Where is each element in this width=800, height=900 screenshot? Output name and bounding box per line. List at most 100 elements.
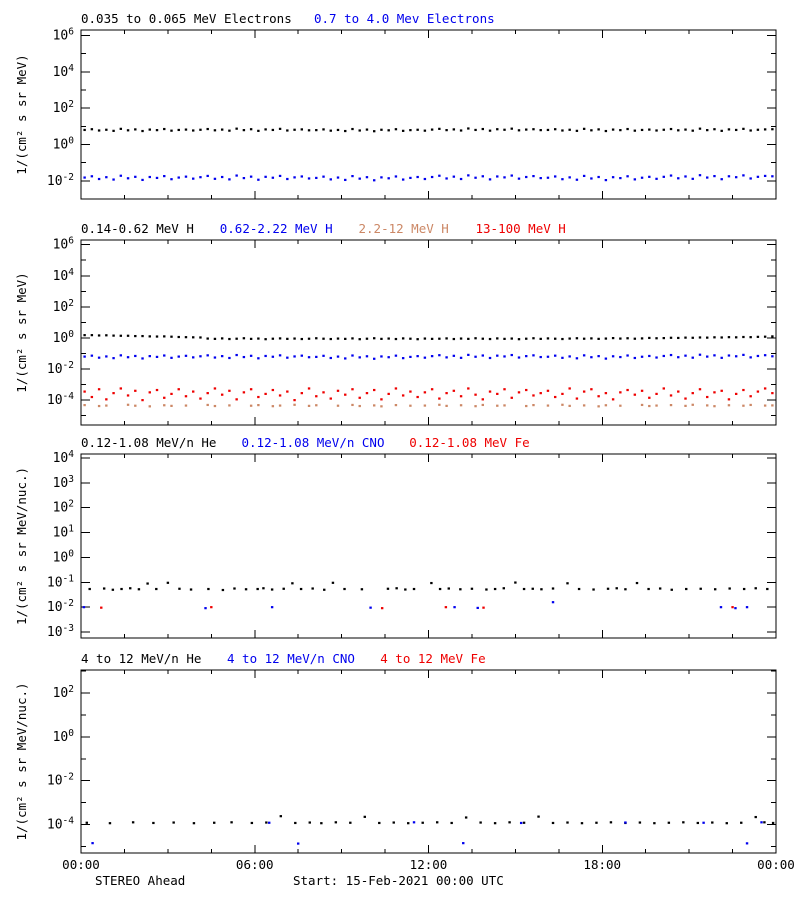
data-point: [286, 129, 289, 132]
data-point: [112, 178, 115, 181]
data-point: [387, 129, 390, 132]
data-point: [97, 356, 101, 359]
x-tick-label: 12:00: [410, 857, 448, 872]
data-point: [749, 403, 752, 407]
data-point: [452, 175, 456, 178]
data-point: [387, 356, 390, 359]
data-point: [684, 128, 687, 131]
data-point: [749, 395, 752, 398]
data-point: [278, 394, 282, 397]
data-point: [653, 822, 656, 825]
data-point: [192, 129, 195, 132]
data-point: [503, 404, 506, 407]
data-point: [394, 337, 398, 341]
data-point: [416, 338, 419, 341]
data-point: [445, 356, 448, 359]
data-point: [684, 175, 687, 178]
data-point: [416, 175, 419, 179]
data-point: [256, 587, 259, 591]
data-point: [315, 404, 318, 407]
data-point: [233, 587, 236, 590]
data-point: [566, 582, 569, 585]
data-point: [148, 355, 151, 358]
data-point: [163, 127, 166, 131]
data-point: [349, 821, 352, 824]
data-point: [336, 355, 340, 358]
panel-title-segment: 0.7 to 4.0 Mev Electrons: [314, 11, 495, 26]
data-point: [763, 335, 767, 338]
data-point: [242, 129, 246, 132]
data-point: [163, 404, 166, 407]
data-point: [213, 387, 217, 390]
data-point: [553, 175, 557, 178]
data-point: [590, 356, 593, 359]
data-point: [727, 398, 731, 401]
data-point: [85, 821, 88, 824]
data-point: [496, 392, 499, 396]
data-point: [430, 128, 434, 131]
data-point: [604, 392, 608, 395]
data-point: [435, 821, 439, 824]
data-point: [438, 403, 441, 406]
data-point: [611, 336, 615, 340]
data-point: [83, 334, 86, 337]
data-point: [184, 354, 188, 357]
data-point: [409, 355, 412, 359]
data-point: [438, 354, 441, 357]
data-point: [416, 355, 419, 358]
data-point: [485, 588, 488, 591]
data-point: [749, 336, 752, 339]
data-point: [112, 129, 115, 132]
data-point: [619, 177, 622, 180]
data-point: [682, 821, 685, 824]
data-point: [387, 177, 390, 180]
y-tick-label: 10-2: [47, 598, 74, 615]
data-point: [380, 176, 383, 179]
data-point: [669, 127, 673, 131]
data-point: [394, 387, 398, 390]
data-point: [412, 587, 416, 591]
data-point: [307, 356, 311, 359]
y-tick-label: 100: [53, 329, 75, 346]
data-point: [553, 354, 557, 357]
data-point: [662, 336, 665, 340]
data-point: [322, 175, 325, 178]
data-point: [358, 129, 361, 132]
data-point: [479, 821, 482, 824]
data-point: [322, 391, 325, 394]
series-2-2-12-mev-h: [83, 403, 774, 408]
data-point: [467, 174, 470, 177]
data-point: [404, 588, 407, 591]
data-point: [88, 587, 91, 591]
data-point: [517, 391, 521, 394]
data-point: [539, 337, 542, 340]
data-point: [713, 405, 716, 408]
data-point: [474, 128, 477, 132]
data-point: [531, 587, 534, 590]
data-point: [517, 338, 521, 341]
data-point: [706, 395, 709, 399]
data-point: [365, 392, 369, 395]
data-point: [702, 821, 705, 824]
data-point: [438, 174, 441, 177]
data-point: [445, 337, 448, 340]
y-tick-label: 102: [53, 499, 74, 516]
data-point: [336, 176, 340, 179]
data-point: [163, 175, 166, 178]
data-point: [655, 404, 658, 407]
data-point: [278, 127, 282, 130]
data-point: [344, 337, 347, 340]
data-point: [532, 354, 535, 357]
data-point: [684, 397, 687, 400]
data-point: [204, 607, 207, 610]
data-point: [163, 335, 166, 338]
data-point: [242, 391, 246, 394]
data-point: [111, 588, 115, 591]
data-point: [756, 354, 760, 358]
data-point: [640, 355, 644, 358]
data-point: [394, 175, 398, 178]
data-point: [553, 395, 557, 399]
data-point: [134, 334, 137, 338]
data-point: [481, 127, 484, 131]
data-point: [199, 355, 202, 358]
